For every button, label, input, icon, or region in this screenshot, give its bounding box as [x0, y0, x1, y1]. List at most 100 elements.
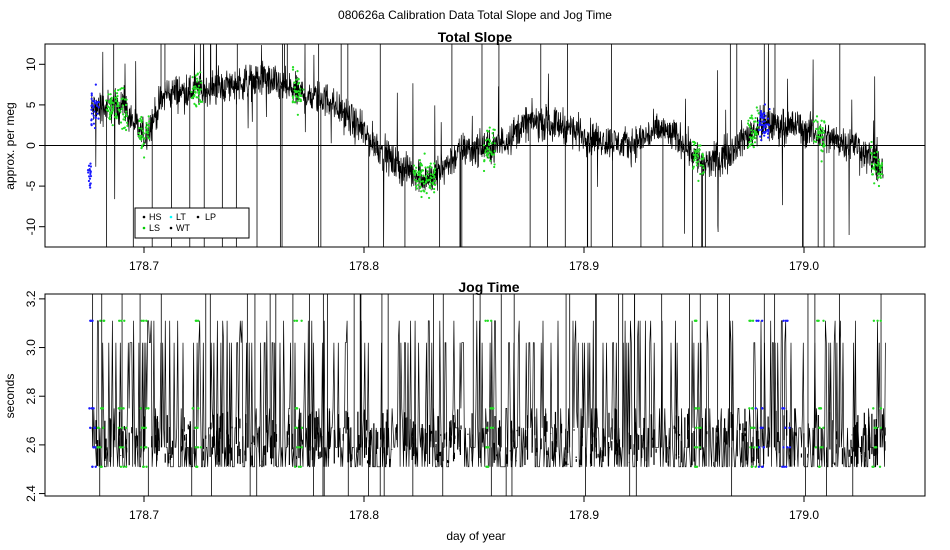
calibration-point-blue — [93, 426, 96, 430]
legend-label-lt: LT — [176, 212, 186, 222]
calibration-point-blue — [758, 119, 761, 122]
calibration-point-green — [414, 171, 417, 175]
calibration-point-blue — [767, 136, 770, 139]
calibration-point-green — [141, 119, 144, 122]
calibration-point-green — [108, 106, 112, 109]
calibration-point-blue — [762, 446, 765, 449]
calibration-point-green — [198, 89, 201, 92]
calibration-point-green — [419, 171, 422, 175]
calibration-point-green — [198, 99, 202, 102]
calibration-point-green — [822, 131, 826, 134]
calibration-point-green — [191, 76, 194, 79]
calibration-point-green — [816, 319, 819, 322]
calibration-point-green — [197, 102, 201, 105]
calibration-point-green — [105, 108, 109, 111]
calibration-point-green — [415, 187, 419, 190]
calibration-point-green — [191, 87, 194, 90]
calibration-point-green — [489, 407, 492, 410]
calibration-point-green — [873, 426, 876, 430]
calibration-point-green — [877, 158, 881, 161]
calibration-point-green — [194, 74, 197, 77]
calibration-point-green — [430, 166, 433, 169]
calibration-point-blue — [92, 106, 95, 109]
legend-marker-lt — [169, 215, 173, 219]
calibration-point-green — [146, 135, 149, 138]
calibration-point-green — [418, 178, 421, 181]
calibration-point-blue — [96, 100, 99, 104]
calibration-point-green — [145, 121, 148, 125]
calibration-point-green — [816, 137, 819, 140]
calibration-point-green — [751, 319, 755, 322]
calibration-point-blue — [94, 116, 98, 119]
calibration-point-green — [431, 182, 434, 186]
calibration-point-green — [432, 168, 436, 171]
calibration-point-green — [196, 72, 199, 75]
calibration-point-green — [750, 129, 753, 132]
calibration-point-green — [693, 149, 696, 152]
calibration-point-green — [145, 319, 148, 322]
calibration-point-green — [753, 129, 756, 132]
calibration-point-blue — [786, 319, 789, 322]
calibration-point-green — [489, 159, 492, 162]
calibration-point-green — [701, 153, 704, 156]
calibration-point-green — [123, 118, 126, 121]
calibration-point-blue — [760, 111, 763, 115]
calibration-point-green — [752, 135, 755, 138]
calibration-point-blue — [766, 132, 770, 135]
calibration-point-green — [99, 446, 102, 449]
calibration-point-blue — [89, 319, 93, 322]
calibration-point-green — [121, 97, 124, 100]
calibration-point-green — [148, 120, 151, 123]
calibration-point-green — [694, 426, 698, 430]
calibration-point-green — [819, 143, 822, 146]
calibration-point-green — [419, 174, 422, 177]
calibration-point-blue — [759, 135, 762, 138]
calibration-point-green — [296, 99, 299, 102]
calibration-point-blue — [757, 465, 761, 468]
calibration-point-green — [748, 407, 751, 410]
x-tick-label-total-slope: 178.8 — [349, 259, 379, 273]
calibration-point-green — [102, 319, 105, 322]
calibration-point-blue — [90, 112, 94, 115]
calibration-point-blue — [87, 164, 91, 167]
calibration-point-green — [702, 166, 705, 170]
calibration-point-green — [145, 465, 148, 468]
calibration-point-green — [422, 174, 425, 177]
y-tick-label-jog-time: 3.2 — [24, 290, 38, 307]
plot-frame-jog-time — [44, 293, 926, 497]
calibration-point-green — [109, 115, 112, 118]
calibration-point-green — [125, 121, 129, 124]
calibration-point-green — [142, 465, 145, 468]
calibration-point-green — [291, 68, 295, 71]
x-axis-jog-time: 178.7 178.8 178.9 179.0 — [129, 496, 819, 522]
calibration-point-green — [429, 162, 432, 165]
calibration-point-green — [747, 146, 750, 149]
calibration-point-green — [879, 426, 882, 430]
calibration-point-blue — [90, 119, 93, 122]
calibration-point-blue — [767, 128, 770, 132]
calibration-point-blue — [762, 112, 765, 115]
calibration-point-green — [493, 142, 496, 145]
calibration-point-green — [108, 101, 111, 104]
calibration-point-green — [294, 81, 297, 84]
x-tick-label-total-slope: 178.7 — [129, 259, 159, 273]
y-axis-label-total-slope: approx. per meg — [3, 102, 17, 189]
calibration-point-green — [426, 166, 430, 169]
calibration-point-green — [121, 446, 125, 449]
calibration-point-green — [107, 93, 110, 96]
calibration-point-green — [749, 319, 752, 322]
calibration-point-green — [698, 148, 701, 151]
calibration-point-green — [122, 407, 125, 410]
calibration-point-green — [426, 173, 429, 176]
calibration-point-blue — [88, 175, 91, 178]
calibration-point-green — [115, 98, 118, 101]
calibration-point-green — [876, 164, 879, 167]
calibration-point-green — [123, 319, 126, 322]
calibration-point-green — [412, 169, 415, 173]
calibration-point-green — [190, 90, 193, 93]
calibration-point-green — [487, 130, 490, 133]
calibration-point-blue — [92, 114, 95, 117]
calibration-point-blue — [782, 407, 786, 410]
calibration-point-green — [433, 176, 436, 179]
calibration-point-green — [812, 120, 816, 123]
